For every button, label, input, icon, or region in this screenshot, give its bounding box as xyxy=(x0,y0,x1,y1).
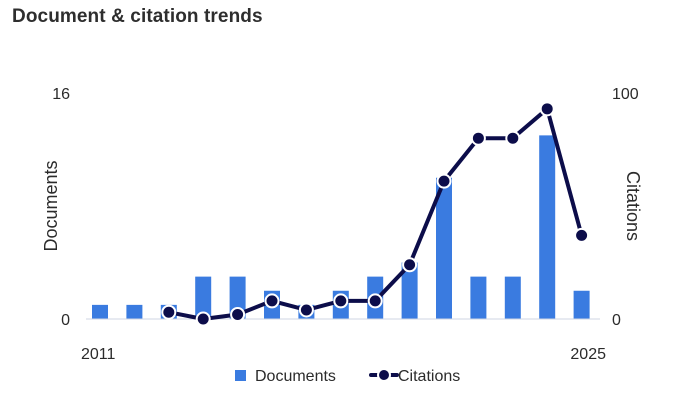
citations-line xyxy=(161,101,590,327)
y-axis-right-label: Citations xyxy=(623,171,643,241)
y-axis-left-label: Documents xyxy=(41,160,61,251)
axis-ticks: 16 0 100 0 2011 2025 xyxy=(52,86,639,363)
citations-point-2013 xyxy=(161,304,177,320)
citations-point-2015 xyxy=(230,306,246,322)
legend: Documents Citations xyxy=(235,368,460,385)
documents-bar-2014 xyxy=(195,276,212,319)
documents-bar-2023 xyxy=(504,276,521,319)
documents-bar-2025 xyxy=(573,290,590,319)
legend-documents-label: Documents xyxy=(255,368,336,385)
citations-point-2025 xyxy=(574,227,590,243)
documents-bar-2011 xyxy=(92,304,108,319)
y-left-tick-max: 16 xyxy=(52,86,70,103)
citations-point-2023 xyxy=(505,130,521,146)
citations-point-2019 xyxy=(367,293,383,309)
legend-citations-marker xyxy=(377,368,391,382)
citations-point-2022 xyxy=(470,130,486,146)
x-tick-first: 2011 xyxy=(81,346,116,363)
y-left-tick-min: 0 xyxy=(61,312,70,329)
citations-point-2021 xyxy=(436,173,452,189)
citations-point-2020 xyxy=(402,257,418,273)
documents-bars xyxy=(92,135,590,319)
legend-citations-label: Citations xyxy=(398,368,460,385)
citations-point-2024 xyxy=(539,101,555,117)
citations-point-2018 xyxy=(333,293,349,309)
documents-bar-2021 xyxy=(436,177,452,319)
documents-bar-2022 xyxy=(470,276,487,319)
citations-point-2014 xyxy=(195,311,211,327)
citations-point-2017 xyxy=(298,302,314,318)
x-tick-last: 2025 xyxy=(570,346,606,363)
chart-title: Document & citation trends xyxy=(12,6,263,27)
documents-bar-2020 xyxy=(401,262,418,319)
documents-bar-2012 xyxy=(126,304,143,319)
y-right-tick-min: 0 xyxy=(612,312,621,329)
y-right-tick-max: 100 xyxy=(612,86,639,103)
citations-point-2016 xyxy=(264,293,280,309)
legend-documents-swatch xyxy=(235,370,246,381)
documents-bar-2024 xyxy=(539,135,556,319)
